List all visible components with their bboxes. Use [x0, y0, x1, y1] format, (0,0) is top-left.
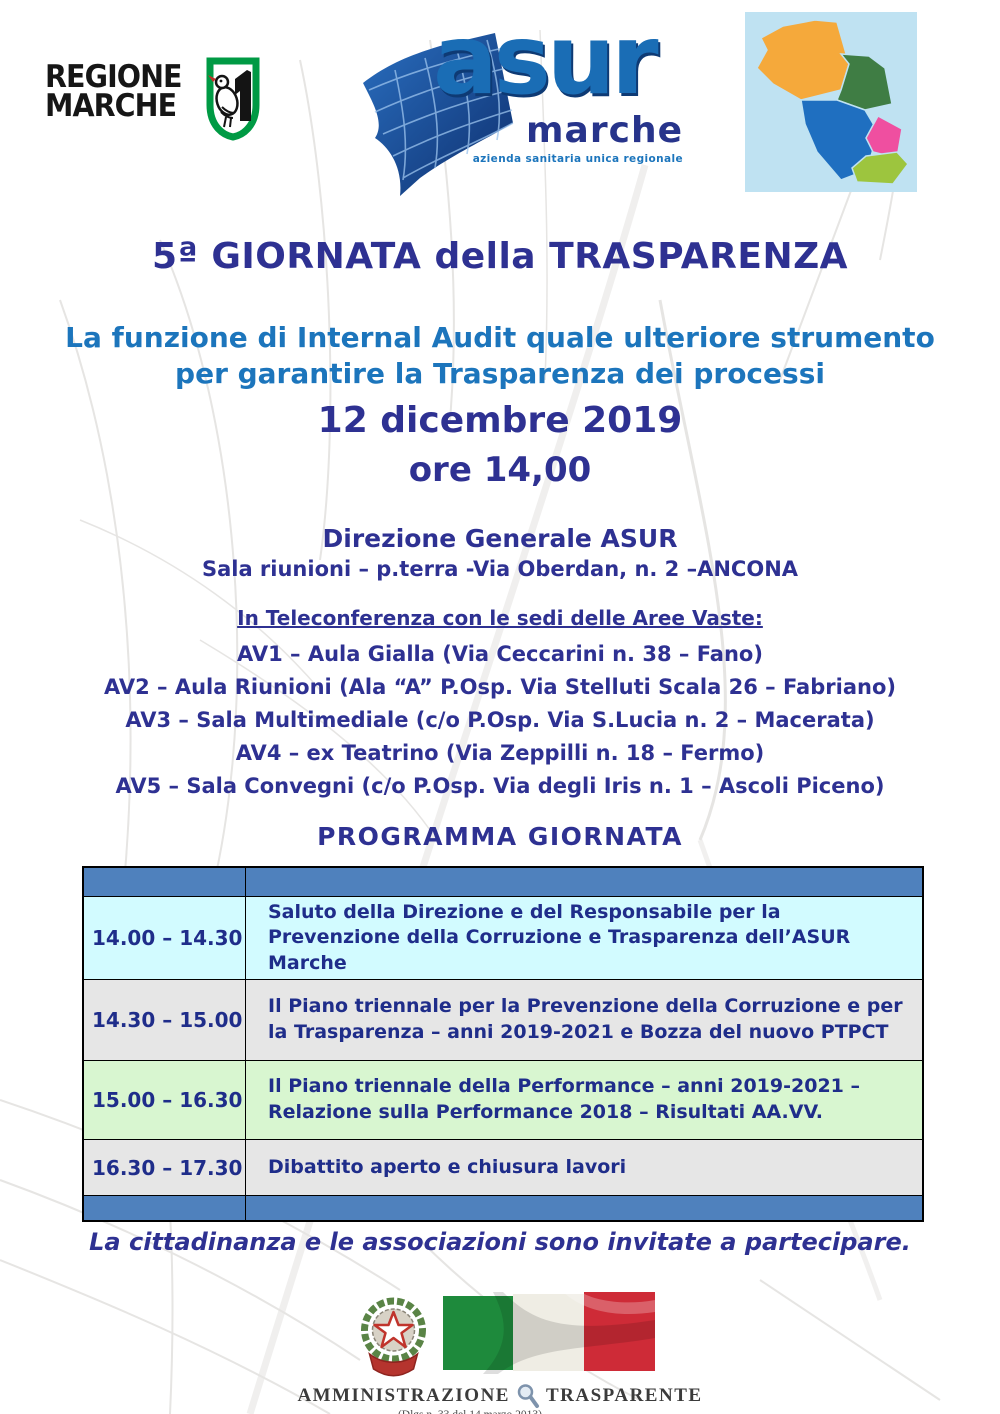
- table-row: 14.30 – 15.00 Il Piano triennale per la …: [84, 979, 922, 1060]
- table-row: 14.00 – 14.30 Saluto della Direzione e d…: [84, 896, 922, 979]
- subtitle: La funzione di Internal Audit quale ulte…: [0, 320, 1000, 393]
- italy-emblem-icon: [360, 1297, 426, 1377]
- asur-marche-logo: asur marche azienda sanitaria unica regi…: [345, 4, 685, 203]
- teleconference-heading: In Teleconferenza con le sedi delle Aree…: [237, 606, 763, 630]
- regione-marche-wordmark: REGIONE MARCHE: [45, 59, 183, 125]
- footer-desc-cell: [246, 1196, 922, 1220]
- row-desc: Dibattito aperto e chiusura lavori: [268, 1155, 627, 1178]
- caption-word-2: TRASPARENTE: [545, 1385, 703, 1406]
- venue-name: Direzione Generale ASUR: [322, 524, 678, 553]
- teleconference-sites: AV1 – Aula Gialla (Via Ceccarini n. 38 –…: [0, 638, 1000, 803]
- row-desc: Il Piano triennale della Performance – a…: [268, 1075, 860, 1123]
- site-av2: AV2 – Aula Riunioni (Ala “A” P.Osp. Via …: [104, 675, 896, 699]
- subtitle-line-1: La funzione di Internal Audit quale ulte…: [65, 321, 935, 354]
- row-time: 16.30 – 17.30: [84, 1140, 246, 1195]
- asur-flag-icon: [363, 33, 514, 196]
- row-desc: Il Piano triennale per la Prevenzione de…: [268, 995, 903, 1043]
- footer-logo-law-reference: (Dlgs n. 33 del 14 marzo 2013): [398, 1409, 542, 1414]
- marche-line: MARCHE: [45, 88, 177, 125]
- italian-flag-icon: [442, 1292, 655, 1374]
- row-desc: Saluto della Direzione e del Responsabil…: [268, 900, 851, 974]
- asur-marche-label: marche: [526, 110, 683, 151]
- event-time: ore 14,00: [408, 450, 592, 490]
- footer-logo-images: [346, 1292, 655, 1380]
- program-heading: PROGRAMMA GIORNATA: [317, 822, 683, 851]
- regione-marche-logo: REGIONE MARCHE: [45, 55, 264, 141]
- row-time: 14.30 – 15.00: [84, 980, 246, 1060]
- asur-tagline: azienda sanitaria unica regionale: [472, 153, 683, 165]
- venue-address: Sala riunioni – p.terra -Via Oberdan, n.…: [201, 557, 799, 581]
- row-time: 15.00 – 16.30: [84, 1061, 246, 1139]
- invitation-line: La cittadinanza e le associazioni sono i…: [89, 1228, 911, 1256]
- regione-line: REGIONE: [45, 59, 183, 95]
- table-header-row: [84, 868, 922, 896]
- site-av5: AV5 – Sala Convegni (c/o P.Osp. Via degl…: [115, 774, 885, 798]
- event-date: 12 dicembre 2019: [317, 400, 683, 441]
- marche-shield-icon: [206, 57, 259, 141]
- site-av4: AV4 – ex Teatrino (Via Zeppilli n. 18 – …: [235, 741, 765, 765]
- caption-word-1: AMMINISTRAZIONE: [297, 1385, 510, 1406]
- table-footer-row: [84, 1195, 922, 1220]
- footer-time-cell: [84, 1196, 246, 1220]
- site-av1: AV1 – Aula Gialla (Via Ceccarini n. 38 –…: [237, 642, 763, 666]
- header-time-cell: [84, 868, 246, 896]
- row-time: 14.00 – 14.30: [84, 897, 246, 979]
- program-table: 14.00 – 14.30 Saluto della Direzione e d…: [82, 866, 924, 1222]
- marche-map-icon: [745, 12, 917, 192]
- header-desc-cell: [246, 868, 922, 896]
- magnifier-icon: [517, 1384, 539, 1408]
- table-row: 16.30 – 17.30 Dibattito aperto e chiusur…: [84, 1139, 922, 1195]
- table-row: 15.00 – 16.30 Il Piano triennale della P…: [84, 1060, 922, 1139]
- site-av3: AV3 – Sala Multimediale (c/o P.Osp. Via …: [125, 708, 875, 732]
- subtitle-line-2: per garantire la Trasparenza dei process…: [175, 357, 825, 391]
- page-title: 5ª GIORNATA della TRASPARENZA: [151, 236, 849, 277]
- footer-logo-caption: AMMINISTRAZIONE TRASPARENTE: [297, 1383, 702, 1409]
- asur-wordmark: asur: [433, 4, 659, 116]
- amministrazione-trasparente-logo: AMMINISTRAZIONE TRASPARENTE (Dlgs n. 33 …: [0, 1292, 1000, 1414]
